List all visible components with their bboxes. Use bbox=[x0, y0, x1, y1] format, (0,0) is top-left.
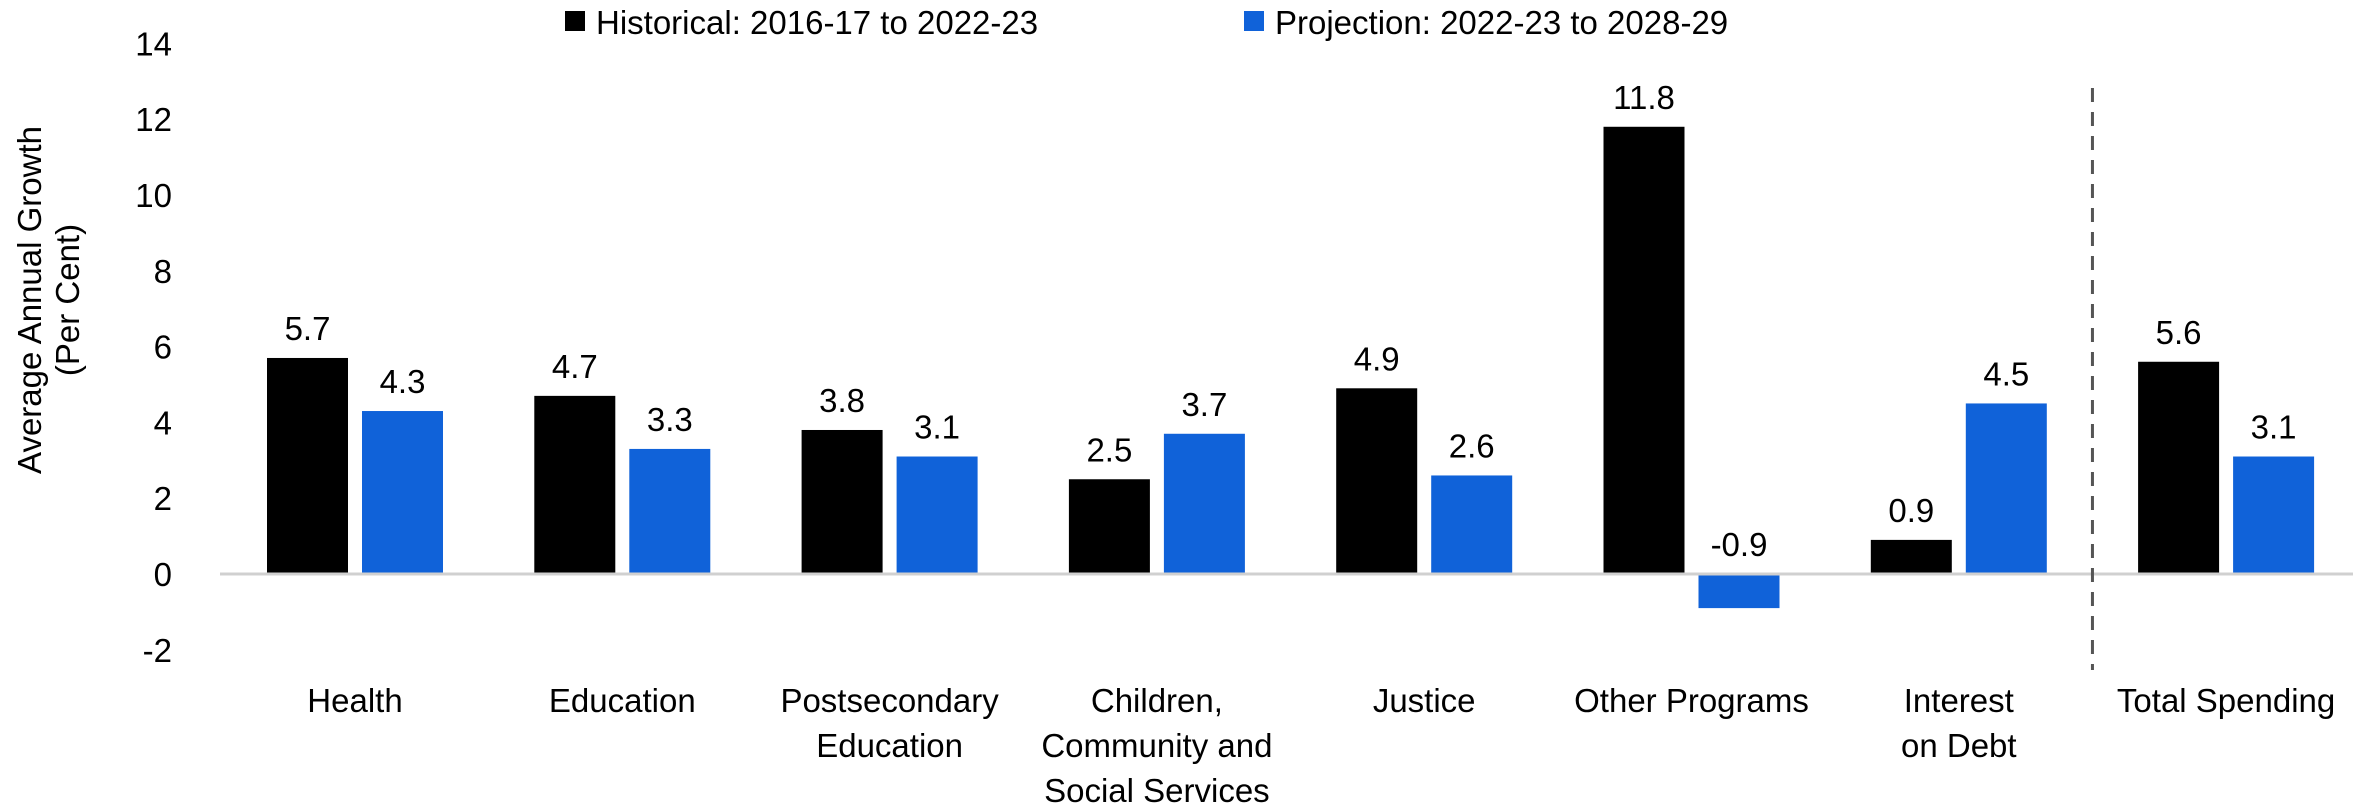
data-label: 11.8 bbox=[1613, 79, 1675, 116]
bar-justice-historical bbox=[1336, 388, 1418, 574]
category-label: Health bbox=[307, 682, 402, 719]
category-labels: Health Education Postsecondary Education Chi… bbox=[307, 682, 2335, 806]
bar-health-projection bbox=[362, 411, 443, 574]
legend-label-projection: Projection: 2022-23 to 2028-29 bbox=[1275, 4, 1728, 41]
data-label: 4.5 bbox=[1983, 355, 2029, 392]
category-label-line: Total Spending bbox=[2117, 682, 2335, 719]
data-label: -0.9 bbox=[1711, 526, 1768, 563]
data-label: 4.3 bbox=[380, 363, 426, 400]
data-label: 3.8 bbox=[819, 382, 865, 419]
y-axis-label: Average Annual Growth(Per Cent) bbox=[11, 126, 86, 474]
category-label-line: Other Programs bbox=[1574, 682, 1809, 719]
bar-education-historical bbox=[534, 395, 616, 574]
category-label: Postsecondary Education bbox=[780, 682, 999, 764]
legend-label-historical: Historical: 2016-17 to 2022-23 bbox=[596, 4, 1038, 41]
legend-swatch-projection bbox=[1244, 11, 1264, 31]
data-label: 2.5 bbox=[1086, 431, 1132, 468]
data-label: 5.6 bbox=[2156, 314, 2202, 351]
bar-interest-on-debt-historical bbox=[1870, 539, 1952, 574]
y-axis-ticks: -2 0 2 4 6 8 10 12 14 bbox=[135, 25, 172, 668]
category-label: Other Programs bbox=[1574, 682, 1809, 719]
x-axis bbox=[220, 88, 2353, 670]
y-tick-label: 2 bbox=[154, 480, 172, 517]
bar-postsecondary-education-historical bbox=[801, 429, 883, 574]
category-label: Interest on Debt bbox=[1901, 682, 2017, 764]
data-label: 2.6 bbox=[1449, 427, 1495, 464]
category-label-line: Interest bbox=[1904, 682, 2014, 719]
category-label-line: Education bbox=[816, 727, 963, 764]
data-labels: 5.7 4.3 4.7 3.3 3.8 3.1 2.5 3.7 4.9 2.6 11.8 -0.9 0.… bbox=[285, 79, 2297, 563]
category-label-line: Postsecondary bbox=[780, 682, 999, 719]
category-label-line: Children, bbox=[1091, 682, 1223, 719]
bar-other-programs-projection bbox=[1698, 574, 1780, 609]
legend: Historical: 2016-17 to 2022-23 Projection… bbox=[565, 4, 1728, 41]
category-label-line: Social Services bbox=[1044, 772, 1270, 806]
y-tick-label: 12 bbox=[135, 101, 172, 138]
category-label-line: on Debt bbox=[1901, 727, 2017, 764]
y-tick-label: -2 bbox=[143, 632, 172, 669]
data-label: 3.7 bbox=[1181, 386, 1227, 423]
category-label-line: Justice bbox=[1373, 682, 1476, 719]
category-label: Justice bbox=[1373, 682, 1476, 719]
bar-education-projection bbox=[629, 448, 711, 574]
data-label: 4.9 bbox=[1354, 340, 1400, 377]
category-label: Education bbox=[549, 682, 696, 719]
bar-children-community-and-social-services-historical bbox=[1068, 479, 1150, 574]
data-label: 3.1 bbox=[2251, 409, 2297, 446]
data-label: 4.7 bbox=[552, 348, 598, 385]
y-tick-label: 0 bbox=[154, 556, 172, 593]
bar-health-historical bbox=[267, 357, 348, 574]
bars bbox=[267, 126, 2315, 609]
category-label-line: Education bbox=[549, 682, 696, 719]
y-axis-label-line: (Per Cent) bbox=[49, 224, 86, 376]
y-tick-label: 8 bbox=[154, 253, 172, 290]
category-label-line: Community and bbox=[1041, 727, 1272, 764]
bar-total-spending-historical bbox=[2138, 361, 2220, 574]
y-axis-label-line: Average Annual Growth bbox=[11, 126, 48, 474]
bar-justice-projection bbox=[1431, 475, 1513, 574]
category-label-line: Health bbox=[307, 682, 402, 719]
y-tick-label: 10 bbox=[135, 177, 172, 214]
data-label: 3.3 bbox=[647, 401, 693, 438]
bar-interest-on-debt-projection bbox=[1965, 403, 2047, 574]
category-label: Children, Community and Social Services bbox=[1041, 682, 1272, 806]
y-tick-label: 4 bbox=[154, 404, 172, 441]
y-tick-label: 6 bbox=[154, 329, 172, 366]
data-label: 3.1 bbox=[914, 409, 960, 446]
bar-children-community-and-social-services-projection bbox=[1163, 433, 1245, 574]
bar-postsecondary-education-projection bbox=[896, 456, 978, 574]
legend-swatch-historical bbox=[565, 11, 585, 31]
y-tick-label: 14 bbox=[135, 25, 172, 62]
data-label: 0.9 bbox=[1888, 492, 1934, 529]
category-label: Total Spending bbox=[2117, 682, 2335, 719]
bar-total-spending-projection bbox=[2233, 456, 2315, 574]
data-label: 5.7 bbox=[285, 310, 331, 347]
y-axis-title: Average Annual Growth(Per Cent) bbox=[11, 126, 86, 474]
bar-other-programs-historical bbox=[1603, 126, 1685, 574]
